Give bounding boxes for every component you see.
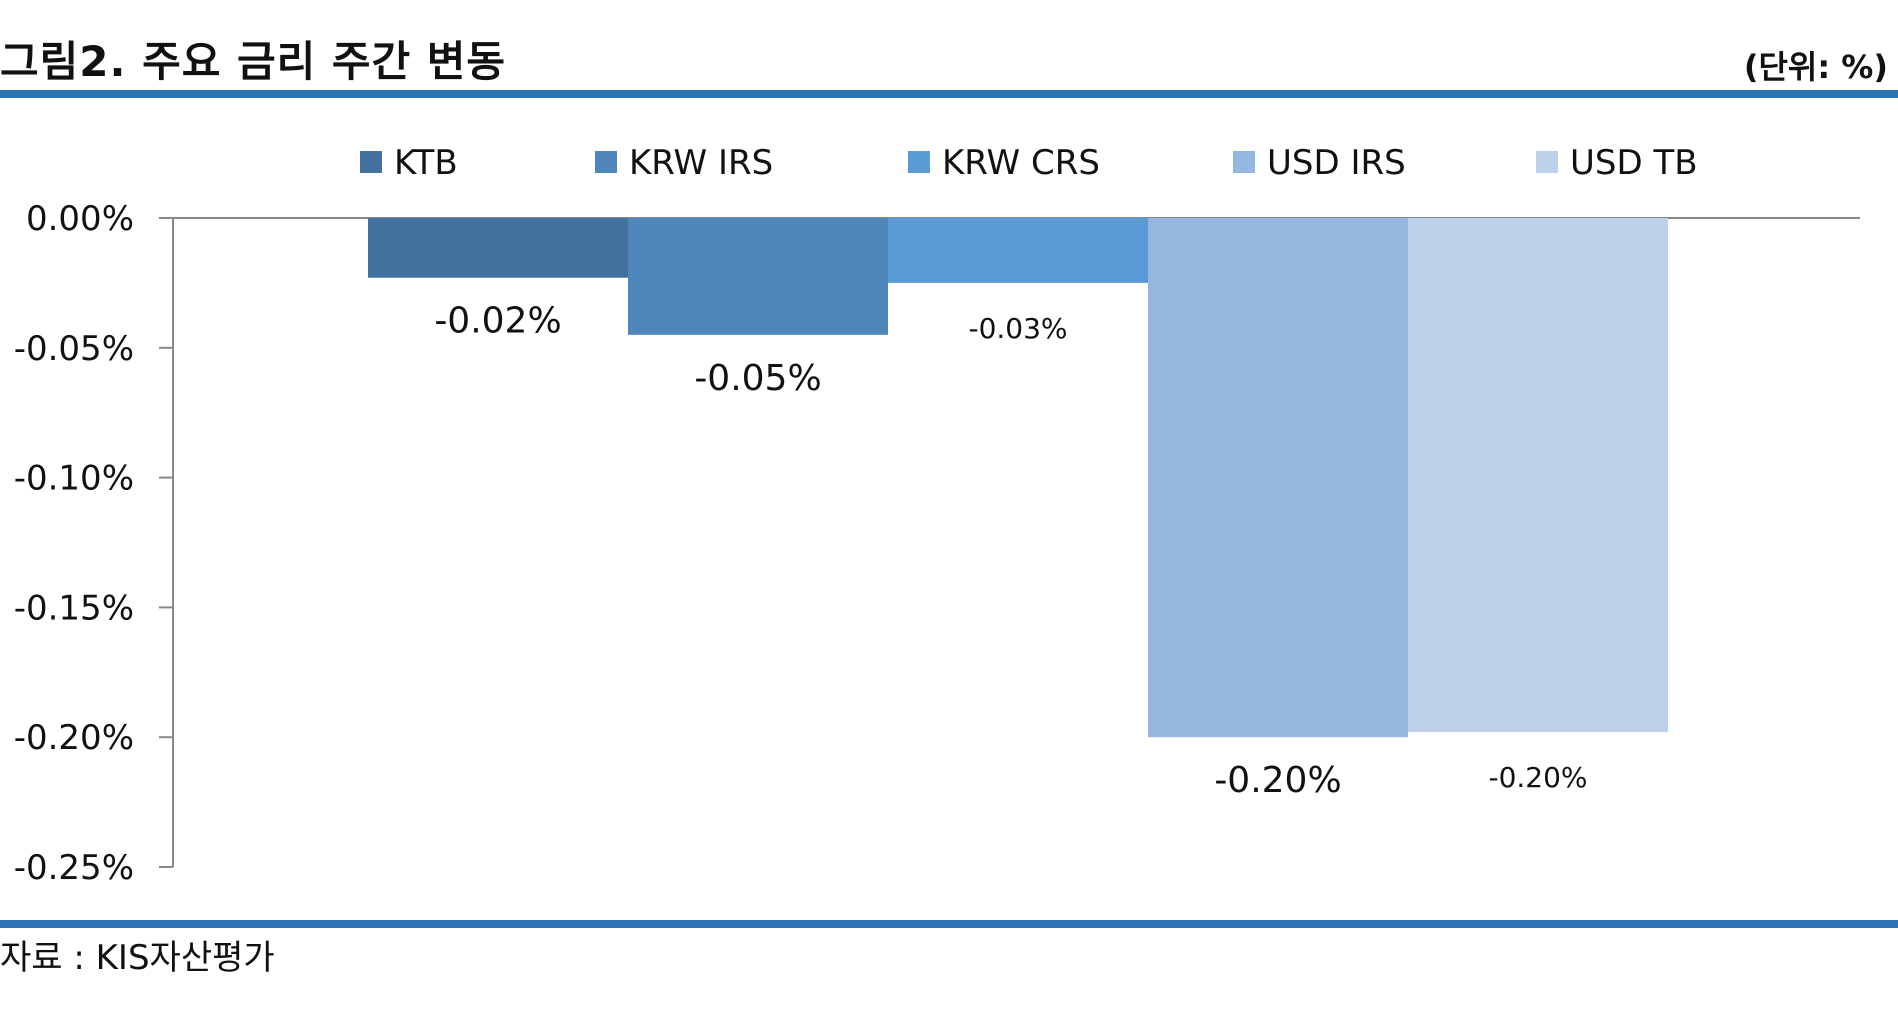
y-tick-label: -0.10% [14, 459, 134, 499]
bar-ktb [368, 218, 628, 278]
legend-swatch [360, 151, 382, 173]
legend-label: KRW CRS [942, 143, 1100, 183]
top-rule [0, 90, 1898, 98]
legend-item: KTB [360, 143, 458, 183]
source-note: 자료 : KIS자산평가 [0, 938, 275, 978]
bar-krw-irs [628, 218, 888, 335]
y-axis: 0.00% -0.05% -0.10% -0.15% -0.20% -0.25% [14, 199, 1860, 888]
legend-swatch [1233, 151, 1255, 173]
legend-swatch [908, 151, 930, 173]
y-tick-label: -0.15% [14, 588, 134, 628]
bar-usd-irs [1148, 218, 1408, 738]
data-labels: -0.02% -0.05% -0.03% -0.20% -0.20% [434, 301, 1587, 801]
legend-swatch [1536, 151, 1558, 173]
legend-item: USD IRS [1233, 143, 1406, 183]
bar-usd-tb [1408, 218, 1668, 733]
bar-krw-crs [888, 218, 1148, 283]
legend-label: USD TB [1570, 143, 1698, 183]
unit-label: (단위: %) [1743, 48, 1888, 86]
data-label: -0.05% [694, 358, 821, 399]
legend-swatch [595, 151, 617, 173]
legend-label: KTB [394, 143, 458, 183]
legend-item: KRW CRS [908, 143, 1100, 183]
chart-title: 그림2. 주요 금리 주간 변동 [0, 37, 507, 86]
y-tick-label: -0.25% [14, 848, 134, 888]
bottom-rule [0, 920, 1898, 928]
data-label: -0.03% [968, 312, 1067, 345]
data-label: -0.02% [434, 301, 561, 342]
data-label: -0.20% [1214, 760, 1341, 801]
legend-item: KRW IRS [595, 143, 773, 183]
data-label: -0.20% [1488, 761, 1587, 794]
legend-item: USD TB [1536, 143, 1698, 183]
y-tick-label: 0.00% [26, 199, 134, 239]
y-tick-label: -0.05% [14, 329, 134, 369]
bars [368, 218, 1668, 738]
legend-label: KRW IRS [629, 143, 773, 183]
legend-label: USD IRS [1267, 143, 1406, 183]
legend: KTB KRW IRS KRW CRS USD IRS USD TB [360, 143, 1698, 183]
y-tick-label: -0.20% [14, 718, 134, 758]
bar-chart: KTB KRW IRS KRW CRS USD IRS USD TB 0.00% -0.0… [14, 143, 1860, 888]
